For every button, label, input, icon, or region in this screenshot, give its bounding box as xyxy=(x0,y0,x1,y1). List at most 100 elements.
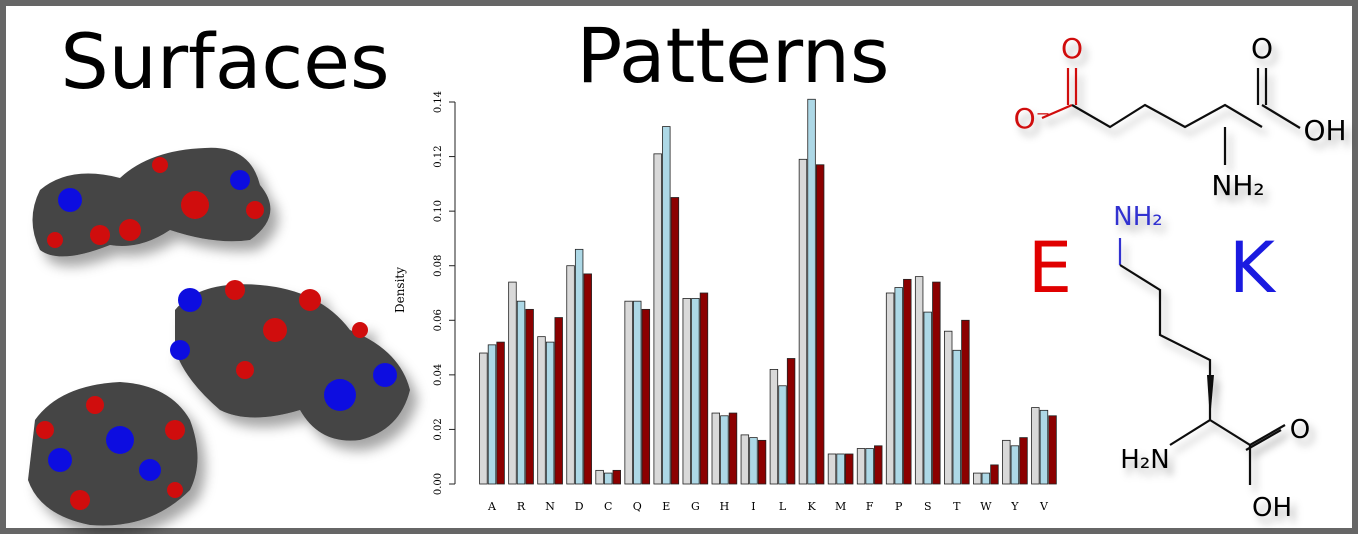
bar xyxy=(613,470,621,484)
bar xyxy=(758,440,766,484)
bar xyxy=(625,301,633,484)
bar xyxy=(845,454,853,484)
bar xyxy=(915,277,923,484)
x-tick-label: W xyxy=(980,500,992,513)
bar xyxy=(904,279,912,484)
atom: OH xyxy=(1252,493,1292,523)
bar xyxy=(837,454,845,484)
bar xyxy=(604,473,612,484)
bar xyxy=(962,320,970,484)
bar xyxy=(924,312,932,484)
letter: E xyxy=(1028,227,1072,309)
bar xyxy=(770,369,778,484)
atom: O⁻ xyxy=(1014,102,1051,135)
protein-surface xyxy=(28,382,198,526)
y-tick-label: 0.06 xyxy=(433,309,444,331)
bar xyxy=(671,198,679,485)
x-tick-label: N xyxy=(545,500,555,513)
bar xyxy=(488,345,496,484)
y-tick-label: 0.08 xyxy=(433,255,444,277)
x-tick-label: P xyxy=(895,500,903,513)
bar xyxy=(546,342,554,484)
x-tick-label: G xyxy=(691,500,700,513)
bar xyxy=(509,282,517,484)
y-tick-label: 0.14 xyxy=(433,91,444,113)
x-tick-label: K xyxy=(807,500,816,513)
bar xyxy=(633,301,641,484)
y-axis-label: Density xyxy=(393,267,407,313)
bar xyxy=(729,413,737,484)
bar xyxy=(933,282,941,484)
y-tick-label: 0.04 xyxy=(433,364,444,386)
x-tick-label: Y xyxy=(1010,500,1019,513)
bar xyxy=(779,386,787,484)
bar xyxy=(526,309,534,484)
x-tick-label: S xyxy=(924,500,932,513)
bar xyxy=(973,473,981,484)
bar xyxy=(750,438,758,484)
bar xyxy=(1040,410,1048,484)
bar xyxy=(721,416,729,484)
letter: K xyxy=(1229,227,1277,309)
bar xyxy=(991,465,999,484)
bar xyxy=(1049,416,1057,484)
bar xyxy=(895,288,903,484)
x-tick-label: A xyxy=(487,500,497,513)
bar xyxy=(683,298,691,484)
bar xyxy=(692,298,700,484)
bar xyxy=(857,449,865,484)
x-tick-label: F xyxy=(866,500,874,513)
x-tick-label: L xyxy=(779,500,787,513)
bar xyxy=(866,449,874,484)
atom: OH xyxy=(1303,114,1346,147)
bar xyxy=(1032,408,1040,484)
x-tick-label: H xyxy=(720,500,730,513)
x-tick-label: C xyxy=(604,500,612,513)
bar xyxy=(538,337,546,484)
bar xyxy=(497,342,505,484)
y-tick-label: 0.00 xyxy=(433,473,444,495)
bar xyxy=(944,331,952,484)
bar xyxy=(799,159,807,484)
y-tick-label: 0.02 xyxy=(433,418,444,440)
x-tick-label: M xyxy=(835,500,846,513)
y-tick-label: 0.12 xyxy=(433,145,444,167)
bar xyxy=(663,127,671,484)
bar xyxy=(480,353,488,484)
atom: H₂N xyxy=(1120,445,1169,475)
bar xyxy=(567,266,575,484)
bar xyxy=(712,413,720,484)
atom: O xyxy=(1251,32,1273,65)
bar xyxy=(953,350,961,484)
bar xyxy=(700,293,708,484)
bar xyxy=(654,154,662,484)
bar xyxy=(828,454,836,484)
bar xyxy=(886,293,894,484)
bar xyxy=(1011,446,1019,484)
x-tick-label: T xyxy=(953,500,961,513)
graphic: Surfaces Patterns Density 0.00 0.02 0.04 0.… xyxy=(0,0,1358,534)
bar xyxy=(596,470,604,484)
atom: O xyxy=(1061,32,1083,65)
bar xyxy=(642,309,650,484)
x-tick-label: V xyxy=(1039,500,1049,513)
x-tick-label: I xyxy=(751,500,755,513)
y-tick-label: 0.10 xyxy=(433,200,444,222)
bar xyxy=(982,473,990,484)
bar xyxy=(741,435,749,484)
bar xyxy=(874,446,882,484)
x-tick-label: Q xyxy=(633,500,642,513)
bar xyxy=(1020,438,1028,484)
bar xyxy=(808,99,816,484)
bar xyxy=(816,165,824,484)
atom: O xyxy=(1290,415,1310,445)
page: Surfaces Patterns Density 0.00 0.02 0.04 0.… xyxy=(0,0,1358,534)
heading: Patterns xyxy=(576,11,889,100)
atom: NH₂ xyxy=(1113,202,1162,232)
heading: Surfaces xyxy=(60,17,389,106)
x-tick-label: E xyxy=(662,500,670,513)
atom: NH₂ xyxy=(1211,169,1264,202)
bar xyxy=(575,249,583,484)
bar xyxy=(787,358,795,484)
bar xyxy=(517,301,525,484)
